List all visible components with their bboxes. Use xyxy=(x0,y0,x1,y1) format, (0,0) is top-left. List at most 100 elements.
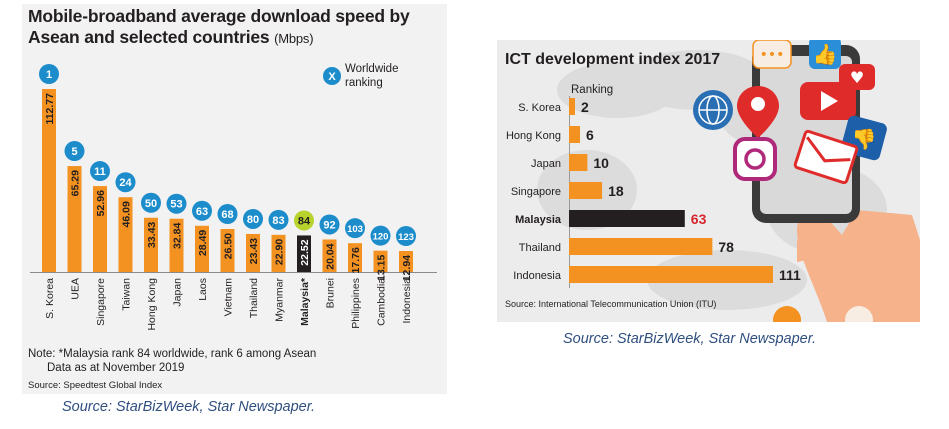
rank-label-2: 11 xyxy=(94,166,106,178)
rank-label-7: 68 xyxy=(221,209,233,221)
category-label-4: Hong Kong xyxy=(146,278,158,331)
legend-badge xyxy=(323,67,341,85)
value-label-8: 23.43 xyxy=(248,238,260,264)
value-label-9: 22.90 xyxy=(274,239,286,265)
category-label-14: Indonesia xyxy=(401,278,413,324)
ict-value-2: 10 xyxy=(593,155,609,171)
bar-6 xyxy=(195,225,209,272)
category-label-3: Taiwan xyxy=(121,278,133,311)
value-label-7: 26.50 xyxy=(223,233,235,259)
value-label-3: 46.09 xyxy=(121,201,133,227)
ict-category-3: Singapore xyxy=(511,186,561,198)
ict-bar-5 xyxy=(569,238,713,255)
rank-label-0: 1 xyxy=(46,69,52,81)
rank-badge-7 xyxy=(217,203,238,224)
ict-bar-6 xyxy=(569,266,773,283)
ict-value-3: 18 xyxy=(608,183,624,199)
ict-category-5: Thailand xyxy=(519,242,561,254)
camera-icon-lens xyxy=(744,148,766,170)
value-label-0: 112.77 xyxy=(44,93,56,125)
bar-2 xyxy=(93,186,107,272)
rank-badge-10 xyxy=(294,210,314,231)
ict-bar-1 xyxy=(569,126,581,143)
ict-category-1: Hong Kong xyxy=(506,130,561,142)
value-label-6: 28.49 xyxy=(197,230,209,256)
bar-13 xyxy=(373,250,388,272)
like-icon xyxy=(809,40,841,69)
rank-label-14: 123 xyxy=(398,232,414,243)
value-label-14: 12.94 xyxy=(401,255,413,281)
value-label-5: 32.84 xyxy=(172,223,184,249)
right-source: Source: International Telecommunication … xyxy=(505,299,716,309)
category-label-9: Myanmar xyxy=(274,278,286,322)
bar-5 xyxy=(169,218,184,272)
value-label-12: 17.76 xyxy=(350,247,362,273)
bar-4 xyxy=(144,217,158,272)
category-label-8: Thailand xyxy=(248,278,260,318)
ict-value-4: 63 xyxy=(691,211,707,227)
bar-11 xyxy=(322,239,337,272)
legend-symbol: X xyxy=(328,71,336,83)
bar-8 xyxy=(246,233,260,272)
like-icon-glyph: 👍 xyxy=(813,42,838,66)
rank-label-1: 5 xyxy=(71,146,77,158)
rank-label-9: 83 xyxy=(272,215,284,227)
emoji-icon xyxy=(773,306,801,322)
ranking-label: Ranking xyxy=(571,84,613,96)
ict-value-6: 111 xyxy=(779,267,801,283)
ict-bar-0 xyxy=(569,98,575,115)
left-chart-title: Mobile-broadband average download speed … xyxy=(28,6,438,49)
legend-label-line1: Worldwide xyxy=(345,63,398,75)
rank-label-11: 92 xyxy=(323,219,335,231)
ict-value-0: 2 xyxy=(581,99,589,115)
value-label-1: 65.29 xyxy=(70,170,82,196)
rank-label-4: 50 xyxy=(145,198,157,210)
category-label-5: Japan xyxy=(172,278,184,307)
bar-10 xyxy=(297,235,311,272)
category-label-6: Laos xyxy=(197,278,209,301)
location-pin-dot xyxy=(751,97,765,111)
rank-label-3: 24 xyxy=(119,177,132,189)
value-label-13: 13.15 xyxy=(376,255,388,281)
right-chart-panel: 👍 ••• ♥ 👎 ICT development index 2017 Ranking S… xyxy=(497,40,920,322)
ict-bar-3 xyxy=(569,182,603,199)
rank-label-5: 53 xyxy=(170,199,182,211)
right-chart-title: ICT development index 2017 xyxy=(505,51,720,68)
rank-badge-2 xyxy=(90,161,110,182)
rank-label-13: 120 xyxy=(373,232,389,243)
category-label-2: Singapore xyxy=(95,278,107,326)
globe-icon-meridian xyxy=(706,95,720,125)
rank-badge-12 xyxy=(345,218,365,239)
rank-badge-8 xyxy=(243,208,263,229)
bar-3 xyxy=(118,197,133,272)
chat-bubble-icon xyxy=(752,40,792,69)
location-pin-icon xyxy=(737,86,779,138)
left-note-line1: Note: *Malaysia rank 84 worldwide, rank … xyxy=(28,348,317,360)
bar-1 xyxy=(67,166,82,272)
right-caption: Source: StarBizWeek, Star Newspaper. xyxy=(563,331,817,347)
rank-label-12: 103 xyxy=(347,224,363,235)
rank-badge-9 xyxy=(268,209,289,230)
bar-12 xyxy=(348,243,362,272)
ict-category-4: Malaysia xyxy=(515,214,562,226)
heart-glyph: ♥ xyxy=(850,68,864,87)
category-label-12: Philippines xyxy=(350,278,362,329)
left-bar-chart: X Worldwide ranking 112.77 1 S. Korea 65.29 5 UE… xyxy=(30,63,437,331)
category-label-1: UEA xyxy=(70,278,82,300)
rank-badge-11 xyxy=(319,214,340,235)
camera-icon xyxy=(733,137,777,181)
left-source: Source: Speedtest Global Index xyxy=(28,380,163,391)
bar-7 xyxy=(220,228,235,272)
rank-badge-4 xyxy=(141,192,161,213)
category-label-7: Vietnam xyxy=(223,278,235,317)
ict-category-0: S. Korea xyxy=(518,102,562,114)
rank-badge-1 xyxy=(64,141,85,162)
value-label-2: 52.96 xyxy=(95,190,107,216)
value-label-10: 22.52 xyxy=(299,239,311,265)
left-chart-title-text: Mobile-broadband average download speed … xyxy=(28,6,410,47)
ict-category-2: Japan xyxy=(531,158,561,170)
rank-label-10: 84 xyxy=(298,215,311,227)
ict-value-1: 6 xyxy=(586,127,594,143)
category-label-0: S. Korea xyxy=(44,278,56,319)
mail-icon-flap xyxy=(805,136,851,163)
